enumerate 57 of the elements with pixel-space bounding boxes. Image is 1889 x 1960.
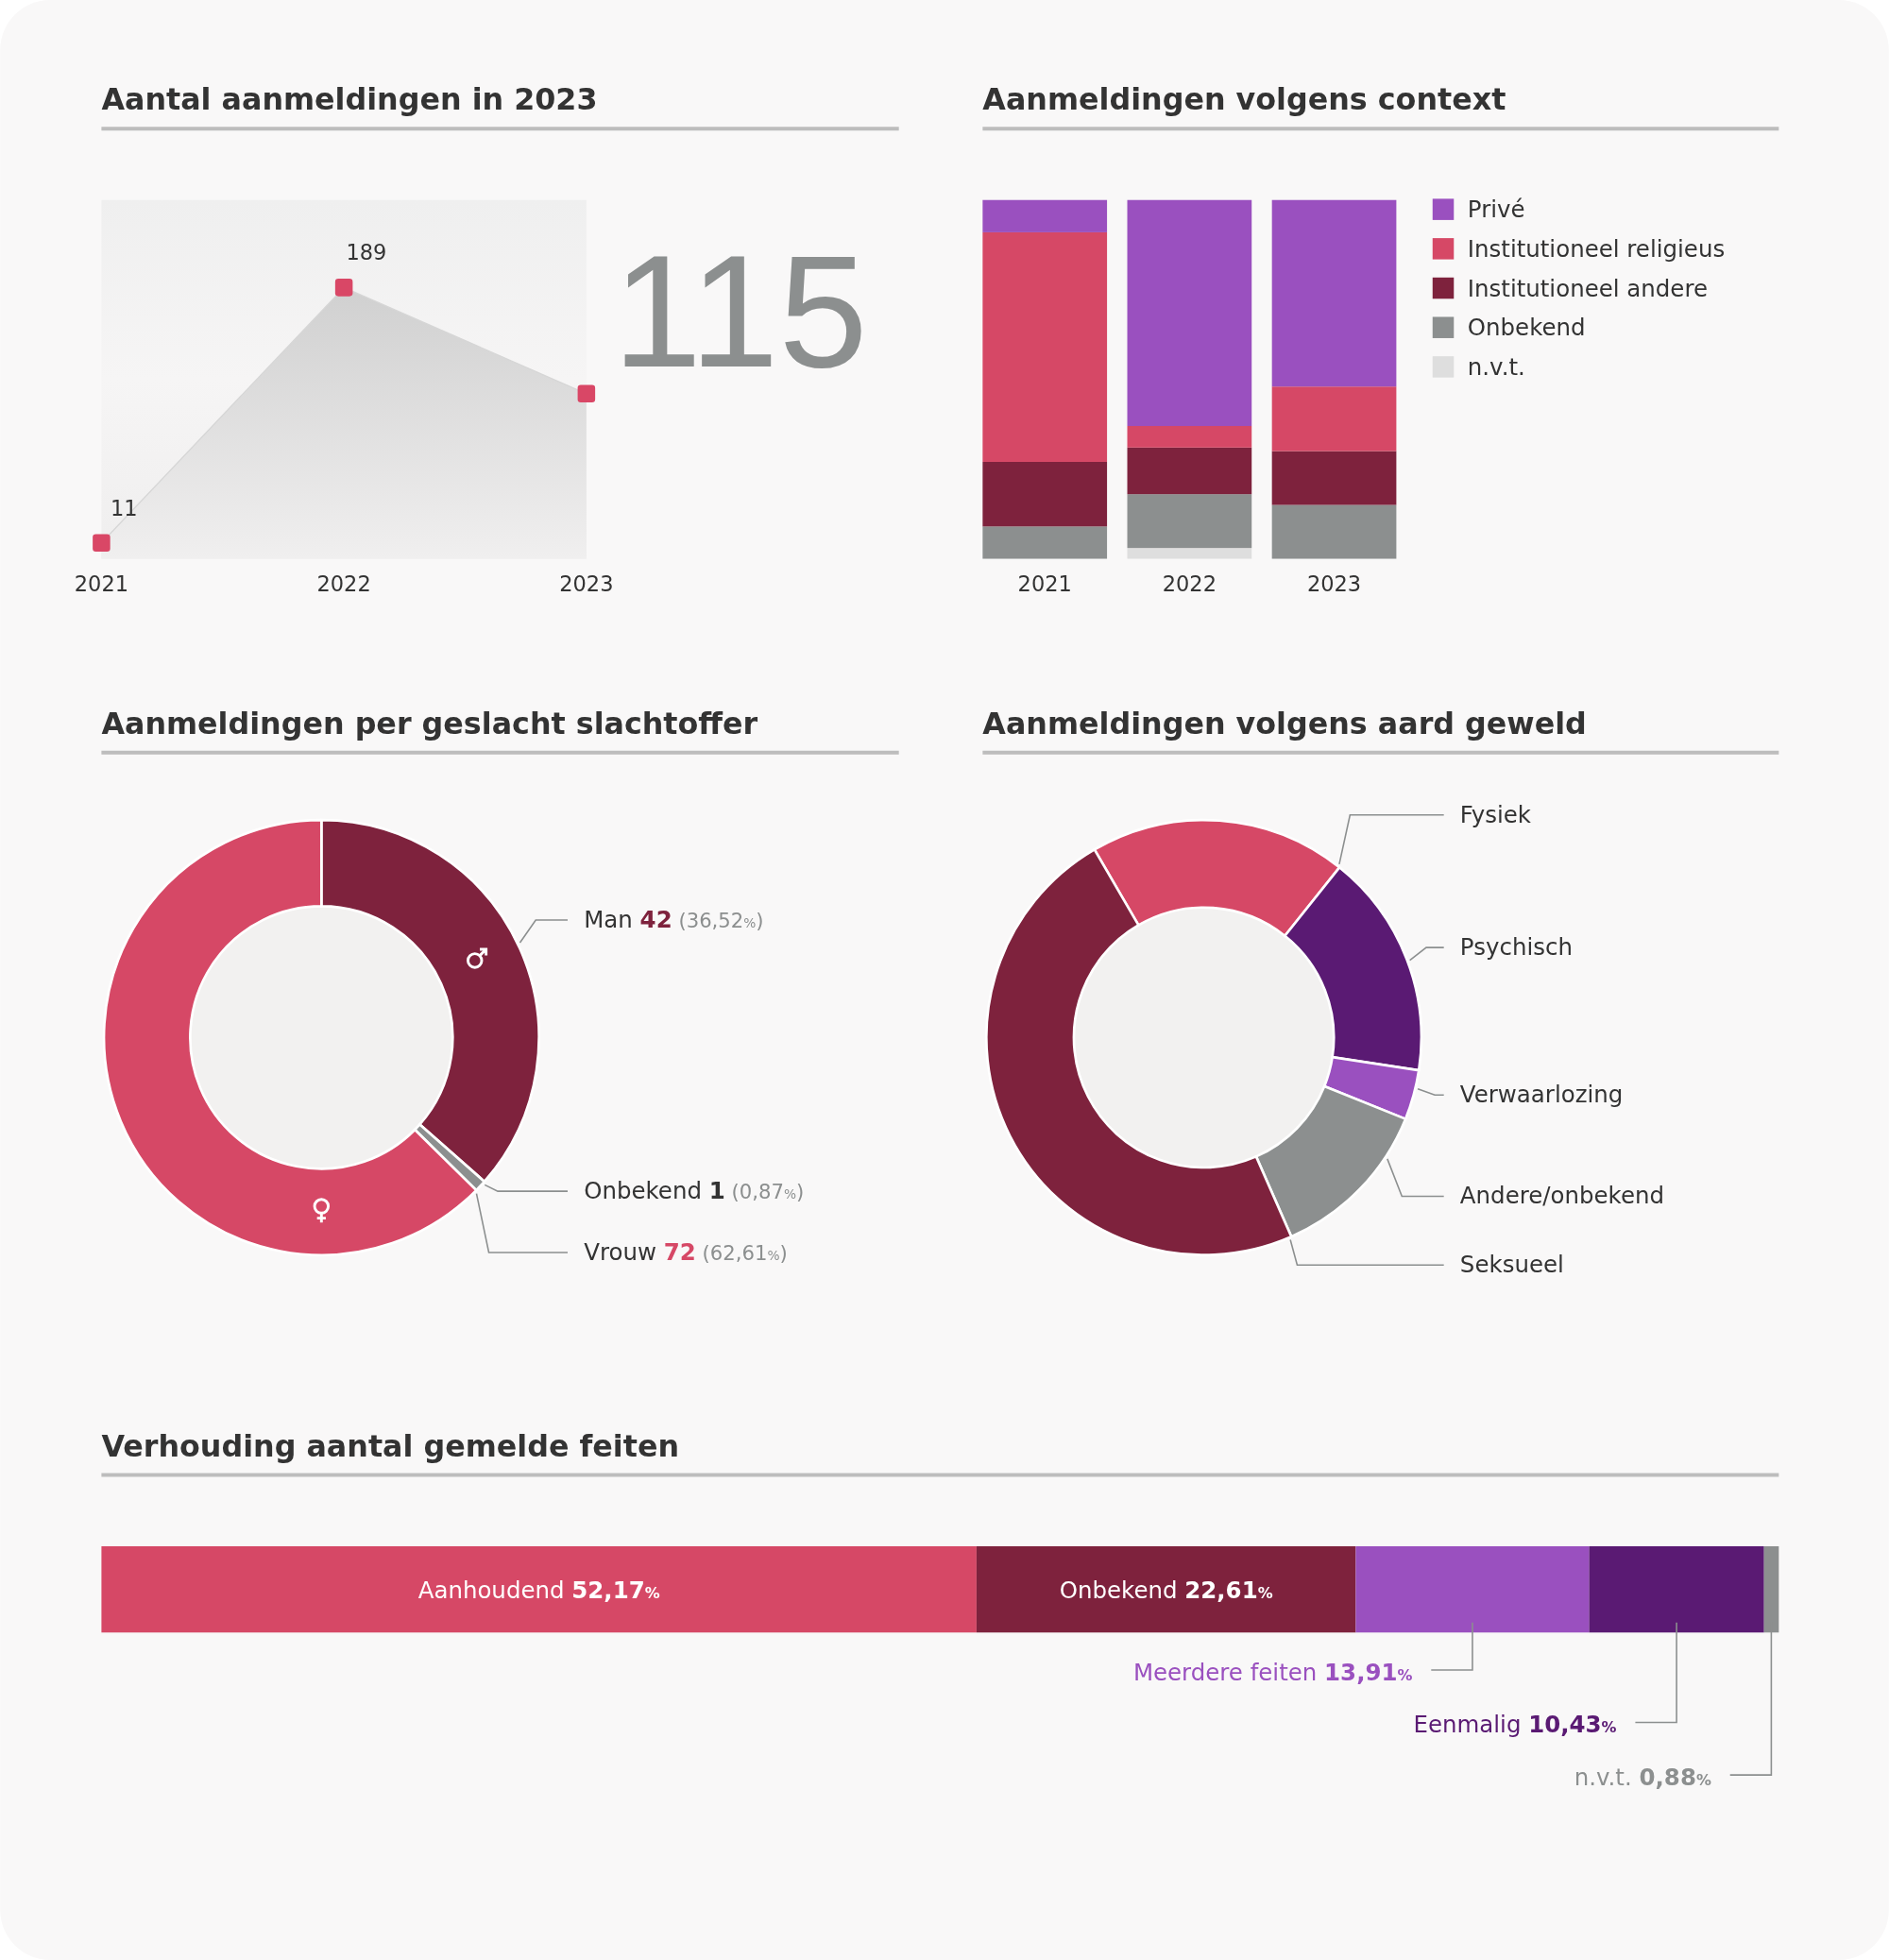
bar	[1127, 426, 1252, 448]
bar	[976, 1545, 1356, 1633]
data-label: 189	[346, 240, 387, 265]
series-label: Onbekend	[1059, 1576, 1178, 1604]
bar	[1355, 1545, 1590, 1633]
slice-label: Vrouw	[584, 1237, 656, 1266]
data-label: 0,88%	[1639, 1763, 1711, 1791]
chart-title: Aanmeldingen per geslacht slachtoffer	[101, 706, 758, 741]
chart-title: Aanmeldingen volgens context	[982, 82, 1506, 117]
bar	[1271, 451, 1397, 505]
bar	[1271, 386, 1397, 452]
data-label: 115	[612, 221, 868, 401]
bar	[1589, 1545, 1764, 1633]
data-label: 72 (62,61%)	[663, 1237, 788, 1266]
slice-label: Psychisch	[1459, 933, 1573, 962]
chart-title: Aantal aanmeldingen in 2023	[101, 82, 598, 117]
slice-label: Man	[584, 905, 633, 933]
data-label: 52,17%	[571, 1576, 660, 1604]
bar	[982, 199, 1108, 232]
x-tick-label: 2023	[559, 571, 614, 596]
bar	[982, 231, 1108, 462]
legend-label: Onbekend	[1467, 314, 1586, 342]
slice-label: Andere/onbekend	[1459, 1182, 1664, 1210]
x-tick-label: 2021	[1017, 571, 1072, 596]
slice-label: Fysiek	[1459, 800, 1532, 828]
data-label: 13,91%	[1324, 1658, 1413, 1686]
series-label: Meerdere feiten	[1132, 1658, 1318, 1686]
data-label: 11	[110, 495, 138, 520]
legend-label: Privé	[1467, 196, 1525, 224]
x-tick-label: 2022	[1162, 571, 1217, 596]
text: Eenmalig	[1413, 1711, 1522, 1739]
bar	[1271, 199, 1397, 387]
legend-label: n.v.t.	[1467, 353, 1525, 381]
bar	[1127, 447, 1252, 495]
data-label: 42 (36,52%)	[639, 905, 764, 933]
bar	[1127, 199, 1252, 427]
chart-title: Verhouding aantal gemelde feiten	[101, 1428, 680, 1463]
bar	[1271, 504, 1397, 559]
slice-label: Onbekend	[584, 1177, 702, 1205]
bar	[982, 526, 1108, 559]
bar	[1127, 548, 1252, 559]
data-label: 1 (0,87%)	[708, 1177, 805, 1205]
data-label: 22,61%	[1184, 1576, 1273, 1604]
bar	[101, 1545, 977, 1633]
x-tick-label: 2021	[74, 571, 129, 596]
legend-label: Institutioneel religieus	[1467, 234, 1726, 263]
x-tick-label: 2023	[1306, 571, 1362, 596]
text: n.v.t.	[1574, 1763, 1632, 1791]
series-label: Aanhoudend	[417, 1576, 565, 1604]
slice-label: Seksueel	[1459, 1251, 1564, 1279]
bar	[1127, 494, 1252, 549]
x-tick-label: 2022	[316, 571, 371, 596]
legend-label: Institutioneel andere	[1467, 274, 1709, 302]
data-label: 10,43%	[1528, 1711, 1617, 1739]
chart-title: Aanmeldingen volgens aard geweld	[982, 706, 1587, 741]
slice-label: Verwaarlozing	[1459, 1081, 1624, 1109]
bar	[982, 461, 1108, 527]
